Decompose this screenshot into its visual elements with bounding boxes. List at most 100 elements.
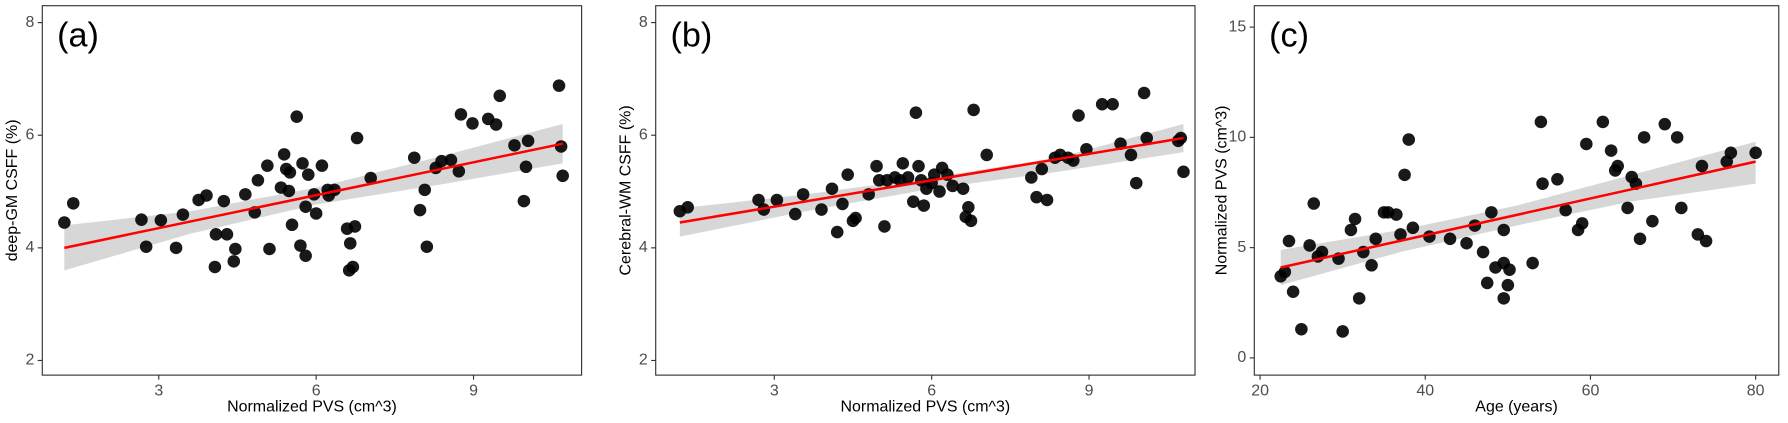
data-point — [909, 106, 923, 119]
data-point — [229, 242, 242, 256]
x-tick-label: 20 — [1251, 382, 1269, 399]
data-point — [1286, 285, 1300, 299]
data-point — [1398, 168, 1411, 182]
data-point — [420, 240, 434, 253]
data-point — [1080, 143, 1093, 156]
data-point — [1124, 148, 1138, 162]
x-tick-label: 60 — [1582, 382, 1600, 399]
data-point — [315, 159, 329, 172]
data-point — [1503, 263, 1516, 276]
data-point — [58, 216, 71, 229]
data-point — [418, 183, 432, 197]
data-point — [1637, 131, 1651, 144]
y-axis-title: Normalized PVS (cm^3) — [1214, 106, 1231, 276]
data-point — [220, 228, 234, 241]
data-point — [1177, 165, 1190, 179]
data-point — [299, 249, 312, 263]
data-point — [154, 213, 168, 227]
data-point — [1575, 217, 1589, 230]
data-point — [350, 131, 364, 145]
data-point — [1699, 234, 1713, 248]
panel: 20 40 60 80 0 5 10 15 Age (years) Normalized PVS … — [1214, 5, 1780, 415]
y-tick-label: 2 — [639, 352, 648, 369]
panel-label: (c) — [1269, 17, 1309, 55]
data-point — [217, 194, 231, 208]
panel: 3 6 9 2 4 6 8 Normalized PVS (cm^3) Cerebral-WM … — [617, 5, 1196, 415]
data-point — [348, 220, 362, 233]
data-point — [770, 193, 784, 207]
data-point — [870, 159, 883, 173]
data-point — [169, 241, 183, 255]
data-point — [1307, 197, 1321, 210]
data-point — [1137, 86, 1151, 100]
data-point — [912, 159, 925, 173]
data-point — [1352, 292, 1366, 305]
y-axis-title: Cerebral-WM CSFF (%) — [617, 105, 634, 275]
y-tick-label: 4 — [25, 239, 34, 256]
data-point — [1724, 146, 1738, 160]
data-point — [1460, 236, 1473, 250]
data-point — [980, 148, 994, 162]
y-axis-title: deep-GM CSFF (%) — [4, 119, 21, 261]
fit-line — [679, 136, 1184, 224]
x-tick-label: 9 — [469, 382, 478, 399]
x-tick-label: 6 — [312, 382, 321, 399]
data-point — [519, 160, 533, 174]
data-point — [1633, 232, 1647, 246]
data-point — [1476, 245, 1490, 259]
data-point — [933, 185, 946, 198]
data-point — [1278, 265, 1292, 279]
data-point — [364, 171, 377, 185]
data-point — [878, 220, 891, 233]
fit-line — [64, 142, 563, 250]
data-point — [444, 153, 458, 167]
panel-label: (a) — [57, 17, 99, 55]
data-point — [1536, 177, 1549, 190]
data-point — [251, 173, 265, 187]
data-point — [554, 140, 568, 153]
data-point — [299, 200, 312, 214]
data-point — [825, 182, 839, 195]
data-point — [1282, 234, 1296, 248]
data-point — [452, 164, 466, 178]
data-point — [521, 134, 535, 148]
data-point — [1402, 133, 1416, 146]
data-point — [1596, 115, 1610, 129]
data-point — [135, 213, 148, 226]
data-point — [208, 260, 222, 274]
data-point — [489, 118, 503, 131]
data-point — [290, 110, 304, 123]
data-point — [294, 239, 307, 252]
data-point — [1695, 159, 1709, 173]
data-point — [283, 166, 297, 179]
data-point — [796, 188, 810, 201]
data-point — [1534, 115, 1548, 129]
data-point — [1394, 228, 1407, 241]
data-point — [239, 188, 252, 201]
data-point — [517, 194, 531, 208]
fit-line — [1280, 160, 1756, 269]
data-point — [1749, 146, 1762, 160]
data-point — [1140, 131, 1154, 145]
plot-frame — [1253, 5, 1780, 376]
data-point — [200, 189, 213, 202]
data-point — [1526, 256, 1539, 270]
data-point — [176, 208, 190, 221]
data-point — [285, 218, 299, 232]
y-tick-label: 5 — [1237, 239, 1246, 256]
data-point — [1604, 144, 1618, 157]
data-point — [508, 139, 521, 152]
data-point — [1485, 206, 1498, 219]
data-point — [752, 193, 765, 207]
data-point — [1040, 193, 1054, 207]
data-point — [964, 214, 978, 228]
data-point — [296, 157, 309, 170]
data-point — [309, 207, 323, 220]
data-point — [1501, 278, 1515, 292]
data-point — [1621, 201, 1634, 215]
data-point — [1406, 221, 1420, 235]
y-tick-label: 15 — [1229, 18, 1247, 35]
data-point — [956, 182, 970, 195]
data-point — [282, 184, 296, 198]
